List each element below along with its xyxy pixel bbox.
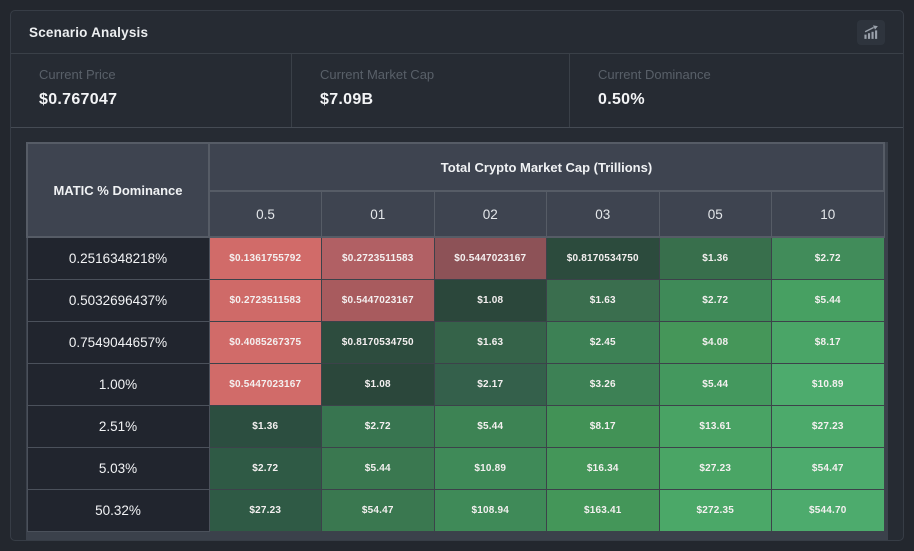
scenario-value-cell: $0.5447023167 [208,363,322,406]
scenario-value-cell: $8.17 [546,405,660,448]
scenario-value-cell: $0.5447023167 [433,236,547,280]
row-header-dominance: 0.7549044657% [26,321,210,364]
scenario-value-cell: $0.4085267375 [208,321,322,364]
scenario-value-cell: $1.08 [321,363,435,406]
scenario-value-cell: $544.70 [771,489,885,532]
scenario-value-cell: $2.72 [321,405,435,448]
column-header: 0.5 [208,190,322,238]
table-row: 1.00% $0.5447023167 $1.08 $2.17 $3.26 $5.44 $1… [26,363,885,406]
scenario-value-cell: $27.23 [208,489,322,532]
table-zone: MATIC % Dominance Total Crypto Market Ca… [11,128,903,540]
scenario-table-container: MATIC % Dominance Total Crypto Market Ca… [26,142,888,540]
scenario-value-cell: $1.08 [433,279,547,322]
panel-title: Scenario Analysis [29,24,149,40]
corner-header-matic-dominance: MATIC % Dominance [26,142,210,238]
scenario-value-cell: $1.63 [546,279,660,322]
scenario-value-cell: $27.23 [771,405,885,448]
stat-label: Current Market Cap [320,67,435,82]
table-row: 0.5032696437% $0.2723511583 $0.5447023167 $… [26,279,885,322]
scenario-value-cell: $5.44 [771,279,885,322]
stat-label: Current Dominance [598,67,711,82]
scenario-value-cell: $2.72 [658,279,772,322]
stats-row: Current Price $0.767047 Current Market C… [11,54,903,128]
group-header-total-market-cap: Total Crypto Market Cap (Trillions) [208,142,885,192]
scenario-value-cell: $10.89 [433,447,547,490]
table-row: 0.2516348218% $0.1361755792 $0.2723511583 $… [26,236,885,280]
scenario-value-cell: $16.34 [546,447,660,490]
column-header: 01 [321,190,435,238]
scenario-value-cell: $8.17 [771,321,885,364]
scenario-value-cell: $272.35 [658,489,772,532]
scenario-value-cell: $0.5447023167 [321,279,435,322]
scenario-value-cell: $5.44 [321,447,435,490]
table-row: 2.51% $1.36 $2.72 $5.44 $8.17 $13.61 $27.23 [26,405,885,448]
panel-header: Scenario Analysis [11,11,903,54]
row-header-dominance: 0.5032696437% [26,279,210,322]
scenario-value-cell: $0.8170534750 [546,236,660,280]
row-header-dominance: 5.03% [26,447,210,490]
column-header: 10 [771,190,885,238]
scenario-analysis-panel: Scenario Analysis [10,10,904,541]
row-header-dominance: 2.51% [26,405,210,448]
scenario-value-cell: $54.47 [771,447,885,490]
scenario-value-cell: $163.41 [546,489,660,532]
scenario-table: MATIC % Dominance Total Crypto Market Ca… [26,142,885,532]
scenario-value-cell: $5.44 [658,363,772,406]
table-row: 50.32% $27.23 $54.47 $108.94 $163.41 $272.35 $… [26,489,885,532]
scenario-value-cell: $0.2723511583 [208,279,322,322]
table-row: 5.03% $2.72 $5.44 $10.89 $16.34 $27.23 $54.47 [26,447,885,490]
scenario-value-cell: $13.61 [658,405,772,448]
stat-value: $7.09B [320,91,374,108]
stat-current-dominance: Current Dominance 0.50% [569,54,903,127]
column-header: 03 [546,190,660,238]
row-header-dominance: 0.2516348218% [26,236,210,280]
trending-bar-chart-icon [863,24,880,40]
scenario-value-cell: $0.2723511583 [321,236,435,280]
scenario-value-cell: $0.1361755792 [208,236,322,280]
scenario-value-cell: $27.23 [658,447,772,490]
scenario-value-cell: $10.89 [771,363,885,406]
chart-toggle-button[interactable] [857,19,885,45]
column-header: 02 [433,190,547,238]
scenario-value-cell: $2.72 [208,447,322,490]
scenario-value-cell: $0.8170534750 [321,321,435,364]
scenario-value-cell: $1.36 [208,405,322,448]
table-row: 0.7549044657% $0.4085267375 $0.8170534750 $… [26,321,885,364]
row-header-dominance: 50.32% [26,489,210,532]
scenario-value-cell: $2.17 [433,363,547,406]
stat-current-price: Current Price $0.767047 [11,54,291,127]
stat-current-market-cap: Current Market Cap $7.09B [291,54,569,127]
scenario-value-cell: $54.47 [321,489,435,532]
stat-label: Current Price [39,67,116,82]
scenario-value-cell: $1.63 [433,321,547,364]
stat-value: 0.50% [598,91,645,108]
scenario-value-cell: $2.72 [771,236,885,280]
scenario-value-cell: $5.44 [433,405,547,448]
scenario-value-cell: $4.08 [658,321,772,364]
column-header: 05 [658,190,772,238]
stat-value: $0.767047 [39,91,118,108]
row-header-dominance: 1.00% [26,363,210,406]
scenario-value-cell: $3.26 [546,363,660,406]
scenario-value-cell: $108.94 [433,489,547,532]
scenario-value-cell: $2.45 [546,321,660,364]
scenario-value-cell: $1.36 [658,236,772,280]
